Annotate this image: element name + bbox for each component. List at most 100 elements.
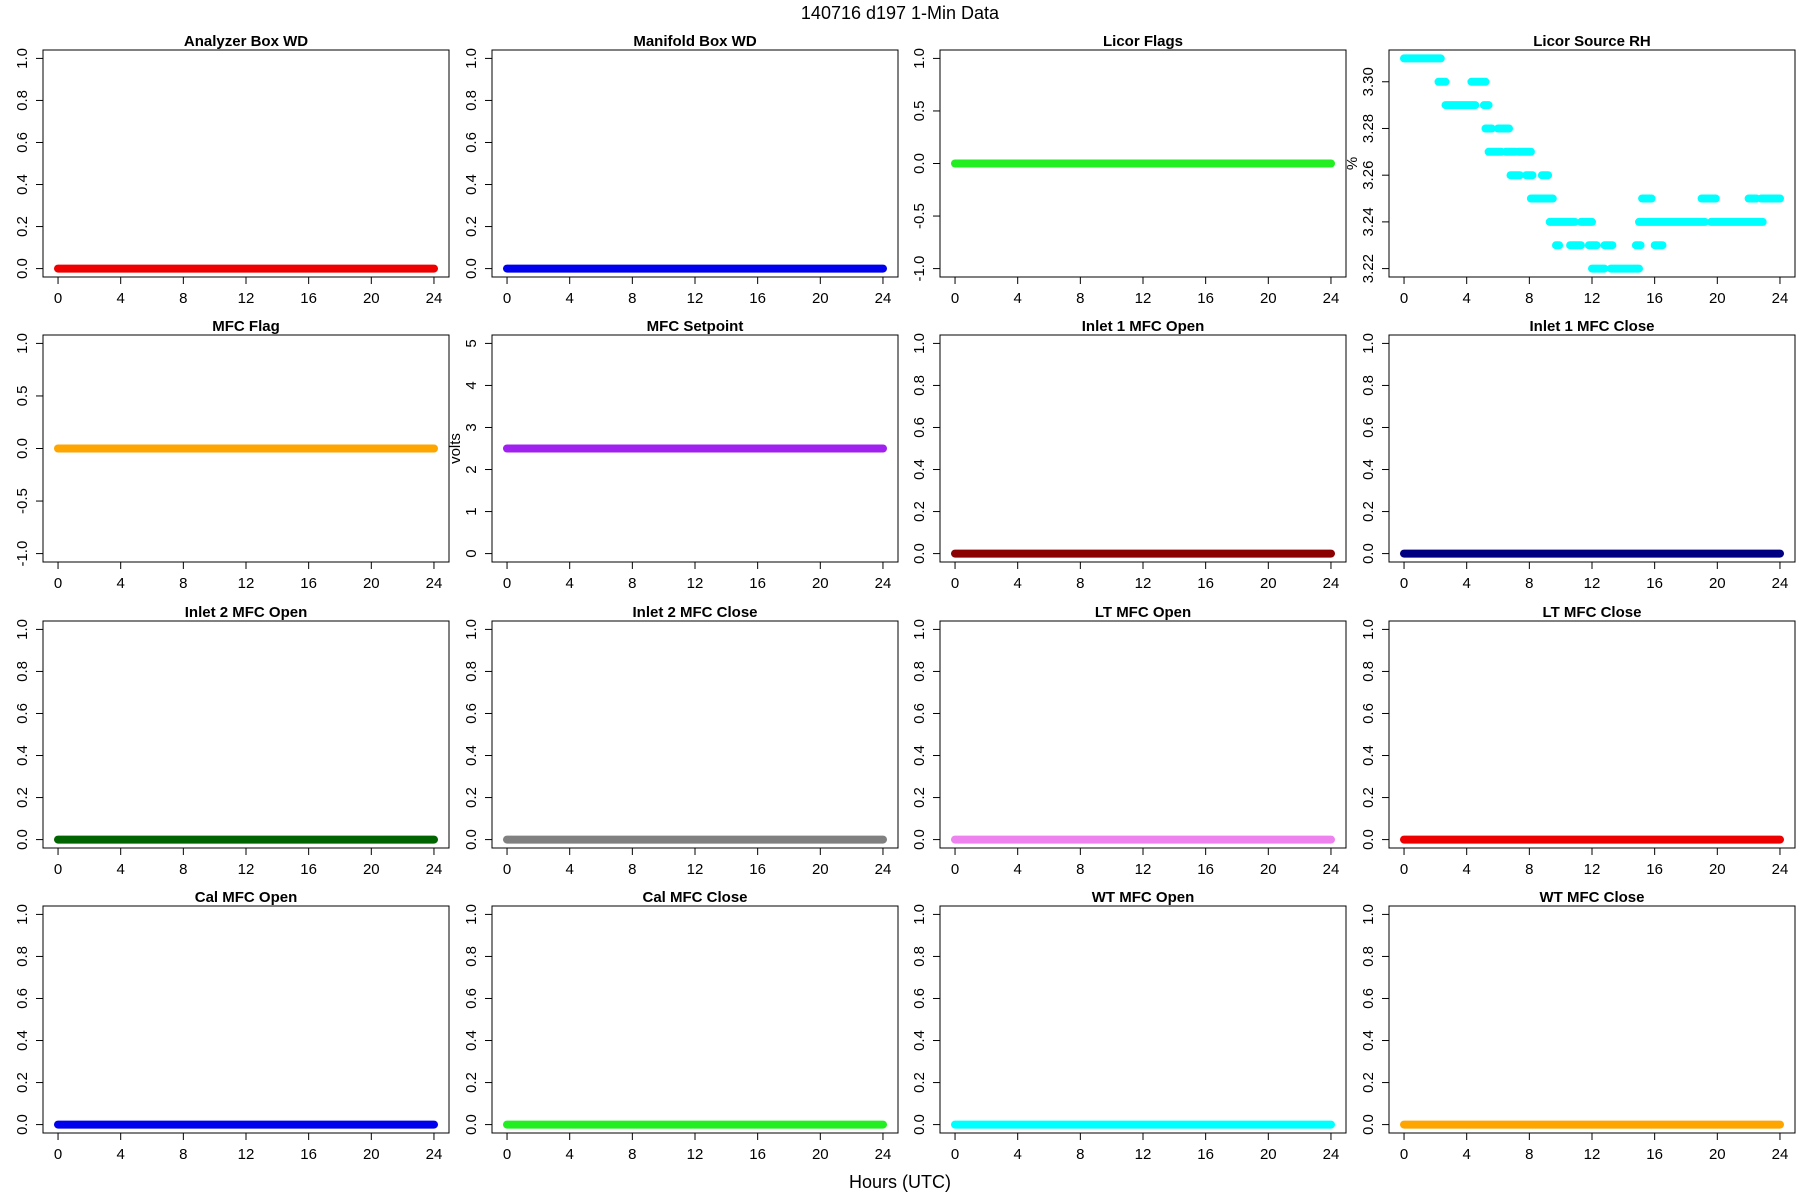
x-tick-label: 24 [1772,290,1789,307]
y-tick-label: 0.4 [463,1030,480,1051]
y-tick-label: 0.2 [14,787,31,808]
x-tick-label: 0 [1400,575,1408,592]
x-tick-label: 0 [951,575,959,592]
y-tick-label: 3.26 [1360,161,1377,190]
y-tick-label: 0.8 [463,946,480,967]
panel-title: LT MFC Open [1095,604,1191,621]
y-tick-label: 1.0 [911,333,928,354]
x-tick-label: 16 [300,575,317,592]
x-tick-label: 24 [426,1146,443,1163]
x-tick-label: 16 [1646,1146,1663,1163]
x-tick-label: 0 [951,1146,959,1163]
x-tick-label: 24 [1323,861,1340,878]
x-tick-label: 20 [1709,575,1726,592]
x-tick-label: 8 [1525,1146,1533,1163]
y-tick-label: 0.6 [1360,417,1377,438]
x-tick-label: 8 [1076,1146,1084,1163]
y-tick-label: 0.6 [463,988,480,1009]
x-tick-label: 4 [1463,861,1471,878]
x-tick-label: 12 [238,861,255,878]
x-tick-label: 0 [503,861,511,878]
y-tick-label: 0.2 [463,787,480,808]
y-tick-label: 0.8 [911,946,928,967]
x-tick-label: 0 [951,290,959,307]
x-tick-label: 0 [1400,290,1408,307]
x-tick-label: 4 [1014,861,1022,878]
y-tick-label: 0.4 [1360,459,1377,480]
x-tick-label: 16 [749,861,766,878]
x-tick-label: 8 [1076,861,1084,878]
x-tick-label: 12 [687,290,704,307]
y-tick-label: 0.4 [463,174,480,195]
x-tick-label: 8 [179,290,187,307]
x-tick-label: 4 [117,575,125,592]
x-tick-label: 20 [363,575,380,592]
x-tick-label: 16 [1646,575,1663,592]
y-tick-label: 0.6 [14,988,31,1009]
y-tick-label: 3.28 [1360,114,1377,143]
x-tick-label: 24 [1323,290,1340,307]
y-tick-label: 4 [463,381,480,389]
x-tick-label: 20 [1260,861,1277,878]
x-tick-label: 12 [238,1146,255,1163]
y-tick-label: 3.22 [1360,254,1377,283]
x-tick-label: 4 [566,861,574,878]
x-tick-label: 24 [426,575,443,592]
y-tick-label: 0.8 [1360,946,1377,967]
y-tick-label: 0.2 [911,1072,928,1093]
x-tick-label: 20 [1260,290,1277,307]
data-line [1400,54,1784,273]
y-tick-label: 0.6 [1360,703,1377,724]
panel-title: WT MFC Close [1540,889,1645,906]
y-tick-label: 0.6 [14,703,31,724]
x-tick-label: 20 [812,861,829,878]
x-tick-label: 20 [1709,861,1726,878]
x-axis-label: Hours (UTC) [849,1172,951,1192]
y-tick-label: 0.2 [14,216,31,237]
x-tick-label: 12 [1584,575,1601,592]
y-tick-label: 0 [463,549,480,557]
y-tick-label: 0.0 [14,258,31,279]
y-tick-label: -0.5 [911,203,928,229]
y-axis-label: % [1344,157,1361,170]
panel-title: MFC Setpoint [647,318,744,335]
x-tick-label: 24 [1772,1146,1789,1163]
x-tick-label: 20 [363,1146,380,1163]
x-tick-label: 12 [1584,290,1601,307]
x-tick-label: 12 [1135,575,1152,592]
x-tick-label: 0 [1400,861,1408,878]
x-tick-label: 20 [1709,1146,1726,1163]
panel-title: Inlet 1 MFC Open [1082,318,1205,335]
y-tick-label: 0.0 [14,829,31,850]
x-tick-label: 16 [1646,290,1663,307]
x-tick-label: 8 [628,1146,636,1163]
x-tick-label: 0 [951,861,959,878]
y-tick-label: 0.8 [14,661,31,682]
y-tick-label: 0.0 [14,438,31,459]
y-tick-label: 0.8 [463,661,480,682]
y-tick-label: 0.0 [463,829,480,850]
x-tick-label: 24 [1772,861,1789,878]
y-tick-label: 1.0 [14,333,31,354]
x-tick-label: 16 [1197,861,1214,878]
x-tick-label: 24 [875,575,892,592]
y-tick-label: 0.2 [463,1072,480,1093]
x-tick-label: 24 [875,290,892,307]
y-tick-label: 1.0 [1360,333,1377,354]
y-tick-label: 0.2 [911,787,928,808]
x-tick-label: 24 [1323,575,1340,592]
x-tick-label: 20 [363,290,380,307]
panel-title: Cal MFC Open [195,889,298,906]
y-axis-label: volts [447,433,464,464]
y-tick-label: 0.4 [14,1030,31,1051]
y-tick-label: -1.0 [911,256,928,282]
y-tick-label: 0.6 [463,703,480,724]
x-tick-label: 8 [1076,575,1084,592]
panel-title: WT MFC Open [1092,889,1194,906]
x-tick-label: 4 [117,861,125,878]
y-tick-label: 0.0 [911,829,928,850]
x-tick-label: 16 [1646,861,1663,878]
